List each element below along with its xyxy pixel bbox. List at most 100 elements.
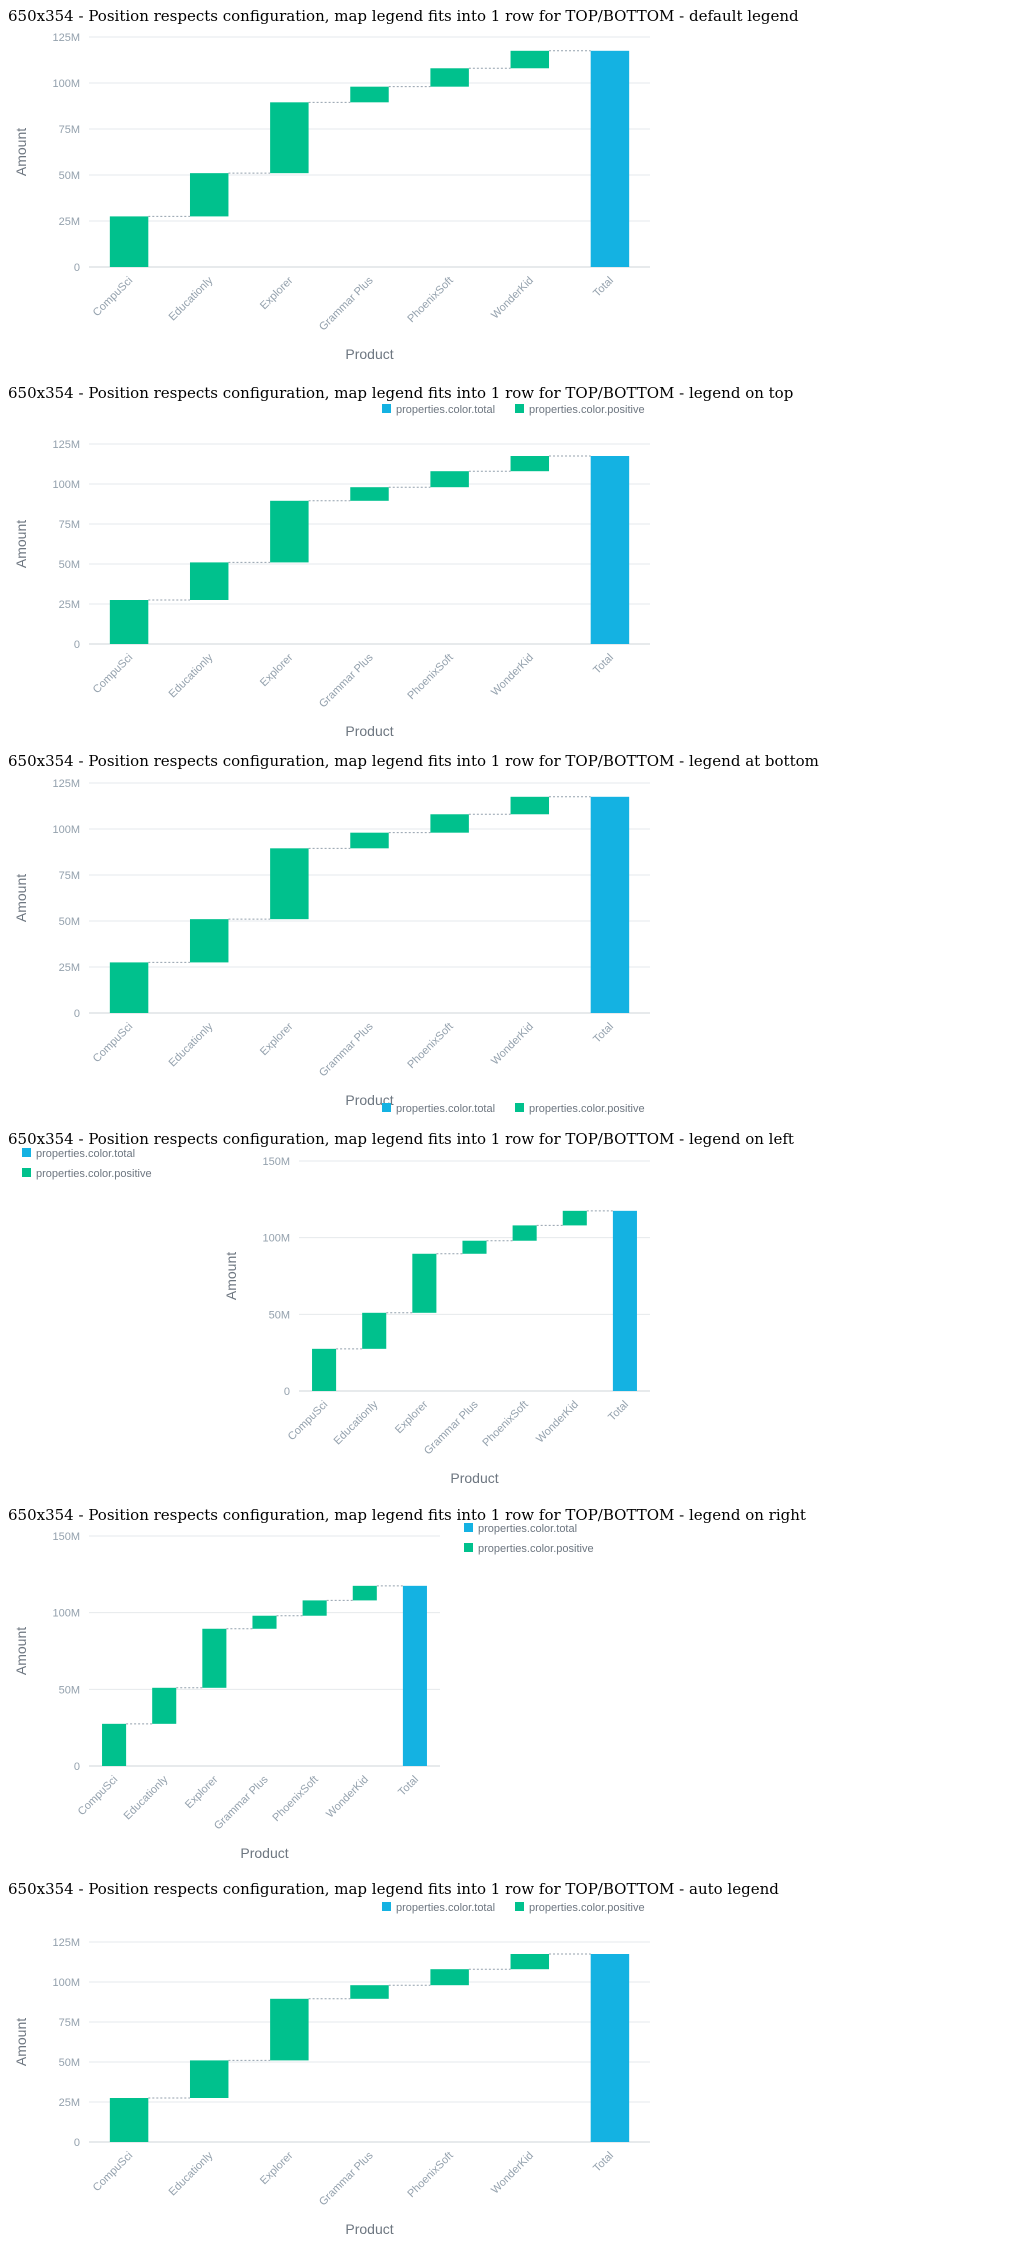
waterfall-bar [189, 919, 229, 963]
y-tick-label: 50M [59, 559, 80, 571]
x-tick-label: PhoenixSoft [405, 2150, 455, 2200]
waterfall-bar [510, 1954, 550, 1970]
legend-label: properties.color.total [478, 1523, 577, 1535]
waterfall-bar [430, 814, 469, 833]
total-bar [590, 456, 630, 644]
x-tick-label: Explorer [258, 274, 296, 312]
x-axis-title: Product [450, 1470, 498, 1486]
waterfall-bar [270, 102, 309, 174]
total-bar [590, 50, 630, 267]
waterfall-bar [510, 50, 550, 69]
legend-label: properties.color.positive [529, 1902, 645, 1914]
y-tick-label: 0 [74, 639, 80, 651]
legend-swatch [464, 1543, 473, 1552]
section-title: 650x354 - Position respects configuratio… [8, 1506, 806, 1524]
x-tick-label: Total [606, 1399, 631, 1424]
x-tick-label: Educationly [167, 274, 216, 323]
waterfall-bar [412, 1253, 437, 1313]
waterfall-bar [350, 832, 389, 849]
x-tick-label: Educationly [167, 1020, 216, 1069]
x-tick-label: Grammar Plus [212, 1773, 271, 1832]
legend-label: properties.color.total [396, 1103, 495, 1115]
y-tick-label: 100M [52, 78, 80, 90]
y-tick-label: 125M [52, 1937, 80, 1949]
legend-swatch [464, 1523, 473, 1532]
y-tick-label: 0 [284, 1386, 290, 1398]
chart-legend: properties.color.total properties.color.p… [382, 1103, 645, 1115]
y-tick-label: 75M [59, 519, 80, 531]
waterfall-bar [109, 600, 149, 644]
legend-swatch [515, 404, 524, 413]
waterfall-bar [510, 456, 550, 472]
waterfall-bar [512, 1225, 537, 1241]
x-tick-label: Educationly [167, 651, 216, 700]
x-tick-label: PhoenixSoft [405, 652, 455, 702]
x-tick-label: Educationly [122, 1773, 171, 1822]
x-tick-label: Total [591, 275, 616, 300]
y-tick-label: 100M [262, 1233, 290, 1245]
x-tick-label: PhoenixSoft [480, 1399, 530, 1449]
waterfall-bar [350, 86, 389, 103]
legend-label: properties.color.total [396, 1902, 495, 1914]
y-tick-label: 125M [52, 439, 80, 451]
waterfall-chart: 0 50M 100M 150M CompuSci Educationly ExplorerG… [13, 1523, 594, 1861]
y-tick-label: 50M [59, 1684, 80, 1696]
y-tick-label: 0 [74, 1008, 80, 1020]
waterfall-bar [152, 1687, 177, 1724]
y-tick-label: 125M [52, 32, 80, 44]
waterfall-bar [109, 216, 149, 267]
chart-section-default: 650x354 - Position respects configuratio… [0, 0, 1024, 372]
y-axis-title: Amount [13, 128, 29, 176]
waterfall-bar [270, 1998, 309, 2061]
y-tick-label: 50M [59, 2057, 80, 2069]
x-tick-label: Explorer [258, 1020, 296, 1058]
y-tick-label: 75M [59, 2017, 80, 2029]
x-tick-label: Grammar Plus [317, 274, 376, 333]
total-bar [402, 1585, 427, 1766]
x-tick-label: CompuSci [91, 652, 135, 696]
x-tick-label: WonderKid [534, 1399, 581, 1446]
y-tick-label: 50M [59, 916, 80, 928]
legend-swatch [22, 1148, 31, 1157]
x-tick-label: Grammar Plus [317, 651, 376, 710]
chart-legend: properties.color.total properties.color.p… [382, 404, 645, 416]
x-tick-label: Explorer [393, 1398, 431, 1436]
x-tick-label: Explorer [258, 651, 296, 689]
waterfall-chart: 0 25M 50M 75M 100M 125M CompuSci Educationly Exp… [13, 1902, 650, 2237]
y-tick-label: 25M [59, 2097, 80, 2109]
waterfall-bar [430, 471, 469, 488]
chart-section-legend-bottom: 650x354 - Position respects configuratio… [0, 752, 1024, 1130]
y-tick-label: 150M [52, 1531, 80, 1543]
x-axis-title: Product [345, 2221, 393, 2237]
section-title: 650x354 - Position respects configuratio… [8, 7, 799, 25]
waterfall-bar [252, 1615, 277, 1629]
x-tick-label: WonderKid [489, 652, 536, 699]
y-tick-label: 0 [74, 1761, 80, 1773]
x-tick-label: Total [396, 1774, 421, 1799]
y-tick-label: 100M [52, 1608, 80, 1620]
y-tick-label: 50M [59, 170, 80, 182]
legend-label: properties.color.positive [529, 404, 645, 416]
x-tick-label: WonderKid [489, 2150, 536, 2197]
waterfall-bar [109, 2098, 149, 2142]
y-tick-label: 75M [59, 124, 80, 136]
legend-swatch [22, 1168, 31, 1177]
x-tick-label: PhoenixSoft [405, 275, 455, 325]
legend-swatch [382, 1103, 391, 1112]
legend-label: properties.color.positive [478, 1543, 594, 1555]
y-tick-label: 100M [52, 824, 80, 836]
legend-label: properties.color.positive [529, 1103, 645, 1115]
y-axis-title: Amount [13, 874, 29, 922]
y-tick-label: 25M [59, 962, 80, 974]
waterfall-chart: 0 25M 50M 75M 100M 125M CompuSci Educationly Exp… [13, 778, 650, 1115]
y-tick-label: 100M [52, 1977, 80, 1989]
chart-section-legend-top: 650x354 - Position respects configuratio… [0, 372, 1024, 752]
chart-legend: properties.color.total properties.color.p… [22, 1148, 152, 1180]
y-tick-label: 150M [262, 1156, 290, 1168]
section-title: 650x354 - Position respects configuratio… [8, 752, 819, 770]
y-axis-title: Amount [13, 1627, 29, 1675]
waterfall-bar [102, 1723, 127, 1766]
x-tick-label: CompuSci [91, 2150, 135, 2194]
waterfall-chart: 0 25M 50M 75M 100M 125M CompuSci Educationly Exp… [13, 32, 650, 362]
y-axis-title: Amount [13, 2018, 29, 2066]
